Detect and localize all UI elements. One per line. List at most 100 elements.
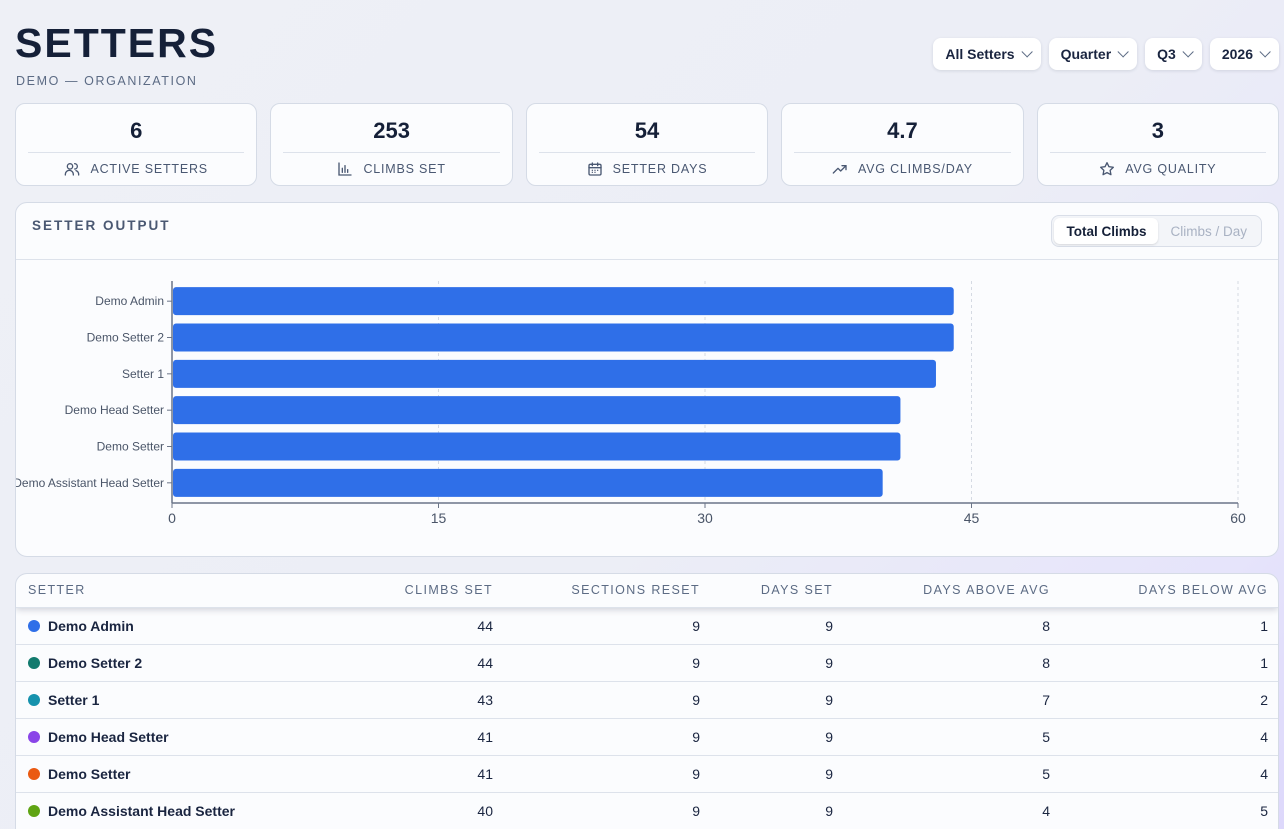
above-cell: 8 — [843, 643, 1060, 681]
stat-card-setter-days: 54 SETTER DAYS — [525, 103, 769, 186]
setter-name-cell: Demo Head Setter — [16, 717, 283, 755]
setter-color-dot — [28, 767, 40, 780]
setter-color-dot — [28, 619, 40, 632]
setter-color-dot — [28, 730, 40, 743]
setter-name: Demo Setter — [48, 765, 131, 782]
chevron-down-icon — [1117, 46, 1129, 58]
table-row[interactable]: Demo Setter 2 44 9 9 8 1 — [16, 643, 1278, 681]
climbs-cell: 41 — [283, 717, 503, 755]
x-tick-label: 60 — [1230, 510, 1246, 526]
page-subtitle: DEMO — ORGANIZATION — [16, 74, 198, 88]
above-cell: 8 — [843, 606, 1060, 644]
bar-demo-head-setter — [173, 396, 901, 425]
column-header[interactable]: DAYS BELOW AVG — [1138, 583, 1268, 598]
bar-setter-1 — [173, 359, 936, 388]
setter-table: SETTER CLIMBS SET SECTIONS RESET DAYS SE… — [16, 574, 1278, 829]
climbs-per-day-toggle[interactable]: Climbs / Day — [1170, 223, 1247, 239]
above-cell: 7 — [843, 680, 1060, 718]
stat-card-avg-climbs-day: 4.7 AVG CLIMBS/DAY — [781, 103, 1024, 186]
below-cell: 1 — [1060, 606, 1278, 644]
setter-color-dot — [28, 693, 40, 706]
x-tick-label: 30 — [697, 510, 713, 526]
setter-name: Demo Setter 2 — [48, 654, 143, 671]
setter-name-cell: Demo Assistant Head Setter — [16, 791, 283, 829]
sections-cell: 9 — [503, 680, 710, 718]
setter-filter-dropdown[interactable]: All Setters — [933, 38, 1041, 70]
stat-value: 3 — [1049, 104, 1267, 153]
climbs-cell: 44 — [283, 606, 503, 644]
days-cell: 9 — [710, 606, 843, 644]
bar-chart-icon — [338, 162, 353, 176]
stat-value: 253 — [283, 104, 500, 153]
bar-demo-assistant-head-setter — [173, 468, 883, 497]
total-climbs-toggle[interactable]: Total Climbs — [1054, 218, 1159, 244]
setter-name: Demo Head Setter — [48, 728, 169, 745]
table-header-row: SETTER CLIMBS SET SECTIONS RESET DAYS SE… — [16, 574, 1278, 607]
category-label: Demo Assistant Head Setter — [16, 476, 164, 490]
stat-card-climbs-set: 253 CLIMBS SET — [270, 103, 513, 186]
stat-value: 6 — [28, 104, 245, 153]
chevron-down-icon — [1259, 46, 1271, 58]
stat-value: 4.7 — [794, 104, 1011, 153]
year-filter-label: 2026 — [1221, 46, 1253, 62]
setter-color-dot — [28, 656, 40, 669]
users-icon — [65, 163, 80, 176]
table-row[interactable]: Setter 1 43 9 9 7 2 — [16, 680, 1278, 718]
table-row[interactable]: Demo Admin 44 9 9 8 1 — [16, 606, 1278, 644]
bar-demo-setter-2 — [173, 323, 954, 352]
above-cell: 4 — [843, 791, 1060, 829]
setter-name: Demo Assistant Head Setter — [48, 802, 235, 819]
table-row[interactable]: Demo Setter 41 9 9 5 4 — [16, 754, 1278, 792]
category-label: Demo Admin — [95, 294, 164, 308]
column-header[interactable]: DAYS ABOVE AVG — [923, 583, 1050, 598]
below-cell: 4 — [1060, 754, 1278, 792]
x-tick-label: 45 — [964, 510, 980, 526]
bar-demo-admin — [173, 287, 954, 316]
category-label: Setter 1 — [122, 367, 164, 381]
column-header[interactable]: CLIMBS SET — [404, 583, 493, 598]
below-cell: 2 — [1060, 680, 1278, 718]
period-filter-dropdown[interactable]: Quarter — [1048, 38, 1138, 70]
setter-color-dot — [28, 804, 40, 817]
period-filter-label: Quarter — [1060, 46, 1112, 62]
sections-cell: 9 — [503, 791, 710, 829]
setter-name-cell: Setter 1 — [16, 680, 283, 718]
setter-name-cell: Demo Admin — [16, 606, 283, 644]
table-row[interactable]: Demo Assistant Head Setter 40 9 9 4 5 — [16, 791, 1278, 829]
setter-filter-label: All Setters — [945, 46, 1015, 62]
sections-cell: 9 — [503, 754, 710, 792]
setter-name-cell: Demo Setter — [16, 754, 283, 792]
climbs-cell: 43 — [283, 680, 503, 718]
setter-name: Setter 1 — [48, 691, 100, 708]
climbs-cell: 41 — [283, 754, 503, 792]
stats-row: 6 ACTIVE SETTERS 253 CLIMBS SET 54 SETTE… — [15, 103, 1280, 186]
x-tick-label: 0 — [168, 510, 176, 526]
column-header[interactable]: SETTER — [28, 583, 86, 598]
sections-cell: 9 — [503, 717, 710, 755]
table-row[interactable]: Demo Head Setter 41 9 9 5 4 — [16, 717, 1278, 755]
days-cell: 9 — [710, 680, 843, 718]
below-cell: 4 — [1060, 717, 1278, 755]
page-title: SETTERS — [15, 20, 219, 66]
days-cell: 9 — [710, 791, 843, 829]
calendar-icon — [587, 162, 602, 176]
sections-cell: 9 — [503, 643, 710, 681]
stat-label: ACTIVE SETTERS — [90, 162, 208, 176]
quarter-filter-dropdown[interactable]: Q3 — [1145, 38, 1202, 70]
year-filter-dropdown[interactable]: 2026 — [1209, 38, 1279, 70]
category-label: Demo Head Setter — [65, 403, 164, 417]
stat-label: AVG CLIMBS/DAY — [857, 162, 973, 176]
column-header[interactable]: DAYS SET — [760, 583, 833, 598]
days-cell: 9 — [710, 754, 843, 792]
column-header[interactable]: SECTIONS RESET — [571, 583, 700, 598]
trending-up-icon — [832, 165, 847, 174]
above-cell: 5 — [843, 717, 1060, 755]
days-cell: 9 — [710, 717, 843, 755]
chevron-down-icon — [1182, 46, 1194, 58]
below-cell: 5 — [1060, 791, 1278, 829]
bar-demo-setter — [173, 432, 901, 461]
filter-bar: All Setters Quarter Q3 2026 — [933, 38, 1279, 70]
climbs-cell: 40 — [283, 791, 503, 829]
chevron-down-icon — [1021, 46, 1033, 58]
setter-output-chart: Demo Admin Demo Setter 2 Setter 1 Demo Head… — [16, 281, 1246, 526]
